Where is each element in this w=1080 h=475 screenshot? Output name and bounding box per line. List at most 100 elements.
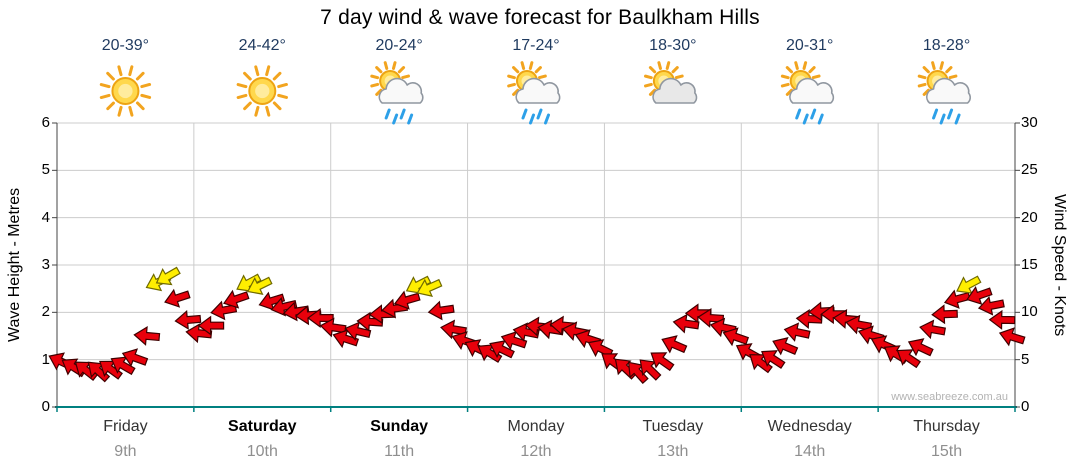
sun-ray [512,66,520,74]
sun-ray [507,82,516,88]
wind-arrow [919,319,947,340]
day-date-label: 12th [520,443,552,460]
raindrop-icon [384,108,391,120]
sun-ray [236,93,248,100]
raindrop-icon [810,108,817,120]
day-date-label: 14th [794,443,826,460]
wind-arrow [722,327,750,347]
wind-arrow [121,348,149,368]
sun-ray [945,66,953,74]
sun-ray [254,105,260,117]
wind-arrow [477,344,503,363]
sun-disc-highlight [118,83,133,99]
wind-arrow [133,326,161,346]
sun-ray [939,61,944,70]
wind-arrow [772,337,799,356]
day-date-label: 11th [384,443,415,460]
sun-ray [140,93,152,99]
wind-arrow [783,322,811,342]
sun-ray [140,82,152,89]
sun-ray [512,88,520,96]
sun-ray [128,105,134,117]
day-name-label: Thursday [913,418,980,435]
raindrop-icon [954,113,961,125]
wind-arrow [697,308,725,328]
day-name-label: Monday [507,418,565,435]
sun-ray [397,66,406,74]
temperature-range-label: 20-39° [101,37,150,54]
temperature-range-label: 18-28° [922,37,971,54]
day-name-label: Wednesday [767,418,852,435]
left-axis-tick-label: 2 [41,303,50,321]
sun-ray [99,93,111,100]
sun-ray [780,74,790,80]
raindrop-icon [392,113,399,125]
wind-arrow [197,315,225,336]
right-axis-tick-label: 20 [1021,208,1038,226]
temperature-range-label: 18-30° [649,37,697,54]
sun-ray [917,74,927,80]
sun-ray [538,74,547,80]
sun-ray [922,66,930,74]
sun-ray [254,65,260,77]
left-axis-tick-label: 4 [41,208,50,226]
sun-ray [643,74,653,80]
sun-ray [931,61,936,70]
wind-arrow [500,331,528,351]
watermark: www.seabreeze.com.au [891,391,1008,403]
wind-arrow [307,308,334,328]
sun-ray [785,88,794,96]
sun-ray [272,71,282,81]
wind-arrow [155,266,181,286]
wind-arrow [907,338,934,357]
wind-arrow [393,290,421,310]
wind-arrow [319,317,347,338]
sun-ray [277,82,288,89]
temperature-range-label: 24-42° [238,37,286,54]
sun-ray [917,82,927,88]
raindrop-icon [544,113,550,125]
day-name-label: Saturday [228,418,297,435]
day-name-label: Friday [103,418,148,435]
wind-arrow [761,350,786,369]
wind-arrow [650,352,675,372]
right-axis-tick-label: 10 [1021,303,1038,321]
sun-ray [674,74,684,80]
sun-ray [370,82,380,88]
wind-arrow [223,289,250,309]
day-name-label: Sunday [370,418,429,435]
left-axis-tick-label: 6 [41,114,50,131]
wind-arrow [270,297,298,317]
wind-arrow [998,327,1026,347]
sun-ray [657,61,662,70]
sun-ray [534,66,542,74]
right-axis-tick-label: 25 [1021,161,1038,179]
wind-arrow [627,361,649,385]
wind-arrow [896,349,921,369]
cloud-shape [789,77,835,104]
cloud-shape [652,77,698,104]
wind-arrow [820,304,847,325]
raindrop-icon [407,113,414,125]
sun-ray [528,61,534,70]
sun-ray [808,66,816,74]
sun-ray [401,74,410,80]
temperature-range-label: 20-24° [375,37,423,54]
sun-ray [243,101,252,111]
sun-ray [135,101,145,111]
sun-ray [135,71,145,81]
sun-ray [272,101,282,111]
day-name-label: Tuesday [642,418,704,435]
wind-arrow [164,288,191,308]
wind-arrow [246,276,273,295]
sun-ray [648,66,657,74]
raindrop-icon [795,108,802,120]
wind-arrow [966,285,993,305]
wind-arrow [661,335,688,354]
wind-arrow [99,360,123,380]
sun-ray [117,65,123,77]
sun-ray [370,74,380,80]
wind-arrow [587,339,614,358]
sun-ray [520,61,526,70]
